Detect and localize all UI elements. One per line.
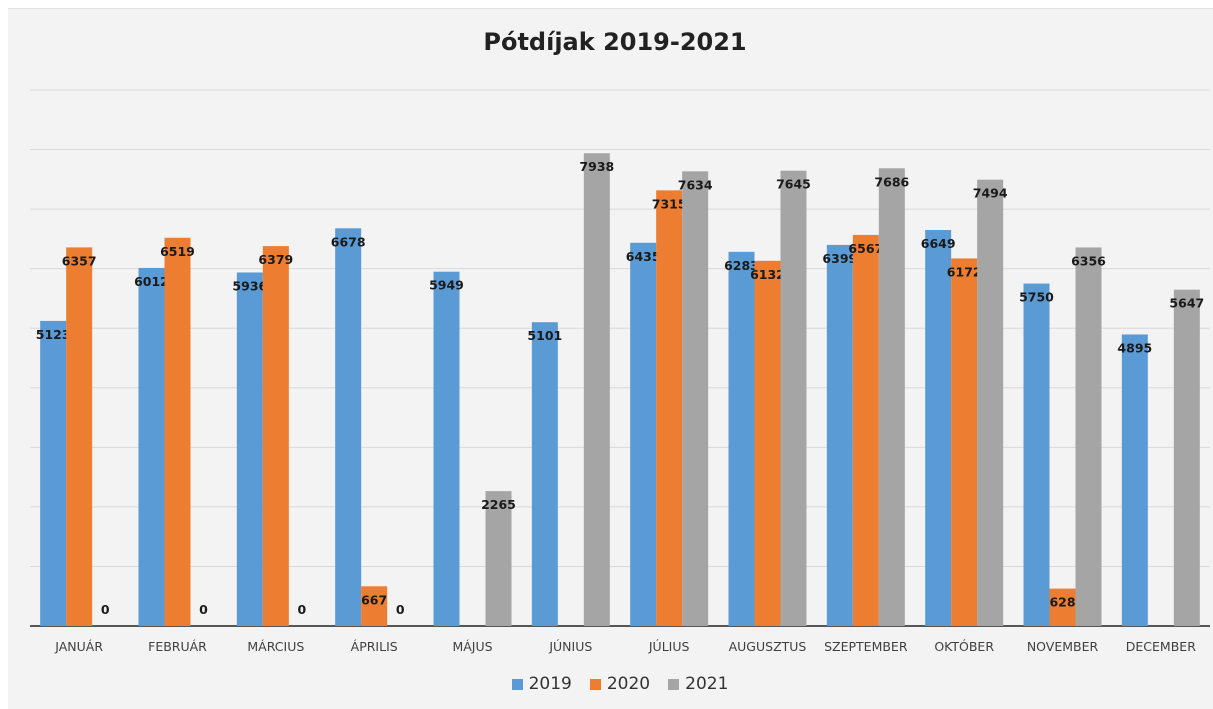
- bar-2021-11: [1173, 289, 1200, 626]
- bar-2021-6: [682, 171, 709, 626]
- data-label-2020-9: 6172: [947, 264, 982, 279]
- legend-label: 2021: [685, 674, 729, 694]
- chart-title: Pótdíjak 2019-2021: [483, 28, 747, 56]
- category-label-11: DECEMBER: [1126, 639, 1196, 654]
- data-label-2021-7: 7645: [776, 177, 811, 192]
- bar-2020-7: [754, 260, 781, 626]
- bar-2019-3: [335, 228, 362, 626]
- bar-2019-1: [138, 267, 165, 626]
- bar-2020-8: [852, 234, 879, 626]
- data-label-2020-6: 7315: [652, 196, 687, 211]
- bar-2019-5: [531, 322, 558, 626]
- data-label-2019-9: 6649: [921, 236, 956, 251]
- legend-item-2021: 2021: [668, 674, 728, 694]
- data-label-2019-10: 5750: [1019, 290, 1054, 305]
- bar-2020-10: [1049, 588, 1076, 626]
- category-label-9: OKTÓBER: [934, 639, 994, 654]
- bar-2019-8: [826, 244, 853, 627]
- data-label-2019-8: 6399: [822, 251, 857, 266]
- bar-2020-0: [66, 247, 93, 626]
- bar-2021-9: [977, 179, 1004, 626]
- data-label-2020-3: 667: [361, 592, 387, 607]
- legend-item-2019: 2019: [511, 674, 572, 694]
- data-label-2019-6: 6435: [626, 249, 661, 264]
- data-label-2019-7: 6283: [724, 258, 759, 273]
- bar-2019-4: [433, 271, 460, 626]
- category-label-6: JÚLIUS: [648, 639, 690, 654]
- bar-2020-6: [656, 190, 683, 626]
- data-label-2019-11: 4895: [1117, 340, 1152, 355]
- category-label-3: ÁPRILIS: [351, 639, 398, 654]
- data-label-2020-2: 6379: [258, 252, 293, 267]
- category-label-7: AUGUSZTUS: [729, 639, 807, 654]
- bar-2021-8: [878, 168, 905, 627]
- bar-2019-11: [1121, 334, 1148, 626]
- bar-2020-2: [262, 246, 289, 627]
- legend-swatch: [589, 678, 601, 690]
- legend-item-2020: 2020: [589, 674, 651, 694]
- bar-2021-7: [780, 170, 807, 626]
- category-label-5: JÚNIUS: [548, 639, 592, 654]
- data-label-2019-2: 5936: [232, 278, 267, 293]
- bar-2020-1: [164, 237, 191, 627]
- bar-2021-10: [1075, 247, 1102, 626]
- data-label-2021-0: 0: [101, 602, 110, 617]
- data-label-2021-6: 7634: [678, 177, 713, 192]
- bar-2019-6: [630, 242, 657, 626]
- data-label-2019-0: 5123: [36, 327, 71, 342]
- legend-swatch: [668, 678, 680, 690]
- data-label-2019-3: 6678: [331, 234, 366, 249]
- data-label-2020-10: 628: [1049, 595, 1075, 610]
- data-label-2021-1: 0: [199, 602, 208, 617]
- data-label-2020-1: 6519: [160, 244, 195, 259]
- data-label-2020-8: 6567: [848, 241, 883, 256]
- data-label-2019-4: 5949: [429, 278, 464, 293]
- bar-2019-2: [236, 272, 263, 626]
- bar-2019-7: [728, 251, 755, 626]
- data-label-2021-3: 0: [396, 602, 405, 617]
- bar-2019-10: [1023, 283, 1050, 626]
- bar-2021-4: [485, 491, 512, 626]
- category-label-10: NOVEMBER: [1027, 639, 1099, 654]
- legend-swatch: [511, 678, 523, 690]
- category-label-2: MÁRCIUS: [247, 639, 304, 654]
- bar-2020-3: [361, 586, 388, 626]
- category-label-0: JANUÁR: [54, 639, 103, 654]
- category-label-4: MÁJUS: [452, 639, 492, 654]
- data-label-2021-5: 7938: [579, 159, 614, 174]
- bar-2021-5: [583, 153, 610, 627]
- data-label-2020-7: 6132: [750, 267, 785, 282]
- bar-2019-9: [925, 230, 952, 626]
- data-label-2021-10: 6356: [1071, 253, 1106, 268]
- data-label-2021-8: 7686: [874, 174, 909, 189]
- data-label-2021-11: 5647: [1169, 296, 1204, 311]
- chart-area: [8, 8, 1213, 709]
- data-label-2021-9: 7494: [973, 186, 1008, 201]
- bar-2020-9: [951, 258, 978, 626]
- category-label-8: SZEPTEMBER: [824, 639, 908, 654]
- data-label-2021-2: 0: [297, 602, 306, 617]
- data-label-2019-5: 5101: [527, 328, 562, 343]
- data-label-2021-4: 2265: [481, 497, 516, 512]
- category-label-1: FEBRUÁR: [148, 639, 207, 654]
- chart-legend: 2019 2020 2021: [0, 674, 1213, 694]
- legend-label: 2019: [528, 674, 572, 694]
- data-label-2019-1: 6012: [134, 274, 169, 289]
- legend-label: 2020: [606, 674, 651, 694]
- data-label-2020-0: 6357: [62, 253, 97, 268]
- bar-2019-0: [40, 320, 67, 626]
